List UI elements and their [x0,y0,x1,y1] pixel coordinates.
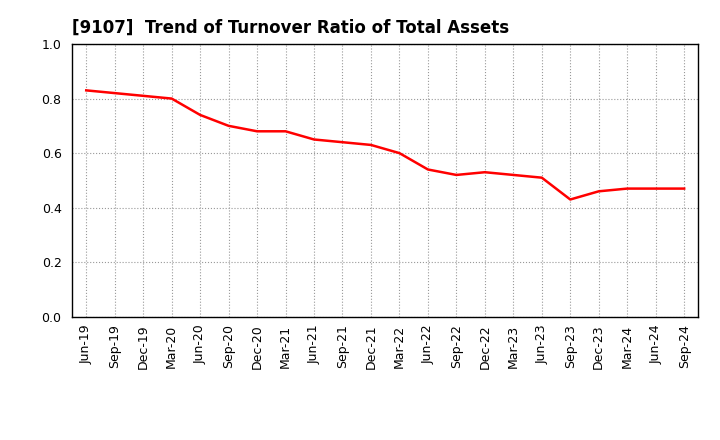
Text: [9107]  Trend of Turnover Ratio of Total Assets: [9107] Trend of Turnover Ratio of Total … [72,19,509,37]
